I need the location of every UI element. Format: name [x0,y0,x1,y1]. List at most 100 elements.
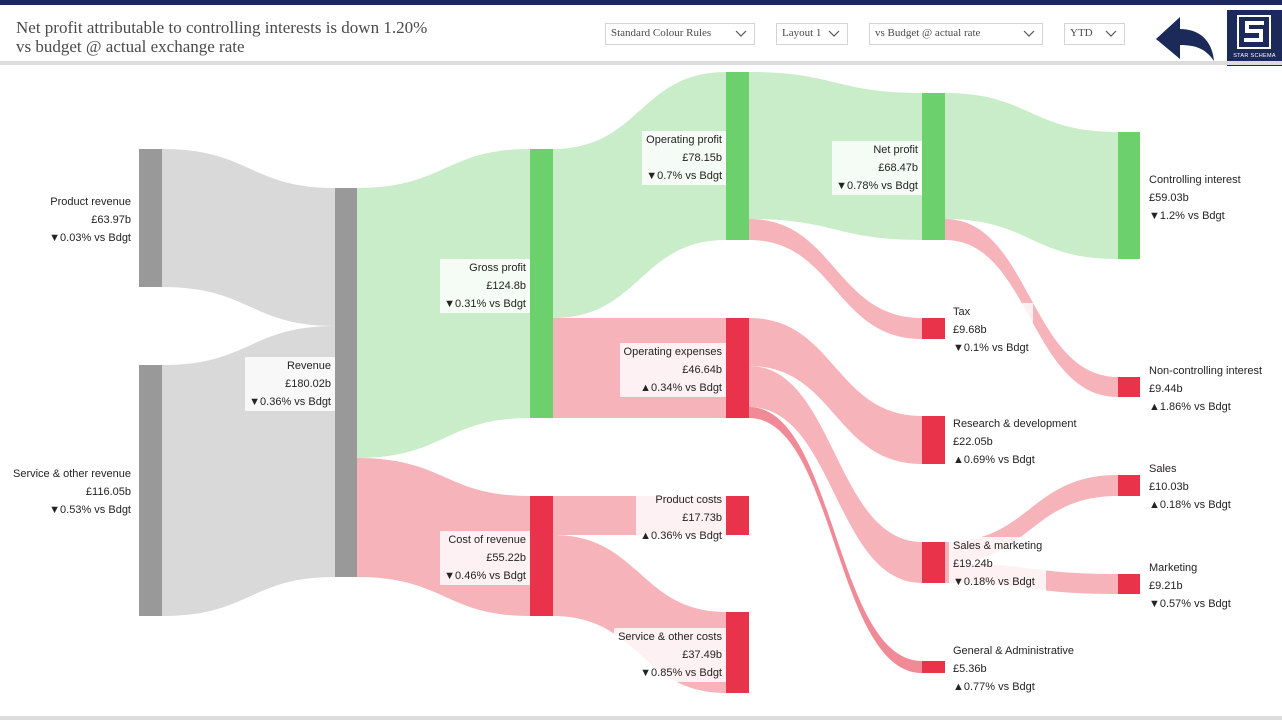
node-cost-of-revenue[interactable] [530,496,553,616]
label-value: £19.24b [953,558,993,570]
top-accent-bar [0,0,1282,5]
colour-rules-dropdown[interactable]: Standard Colour Rules [605,23,755,45]
node-product-revenue[interactable] [139,149,162,287]
comparison-dropdown[interactable]: vs Budget @ actual rate [869,23,1043,45]
node-sales[interactable] [1118,475,1140,496]
label-name: Sales & marketing [953,540,1043,552]
chevron-down-icon [735,30,747,37]
label-value: £59.03b [1149,192,1189,204]
label-value: £78.15b [682,152,722,164]
label-value: £116.05b [85,486,131,498]
node-controlling[interactable] [1118,132,1140,259]
period-dropdown-label: YTD [1070,27,1093,39]
label-sales-marketing: Sales & marketing £19.24b ▼0.18% vs Bdgt [949,537,1047,591]
report-header: Net profit attributable to controlling i… [0,5,1282,66]
label-delta: ▼0.7% vs Bdgt [646,170,722,182]
label-delta: ▲0.18% vs Bdgt [1149,499,1231,511]
label-name: Tax [953,306,971,318]
label-value: £68.47b [878,162,918,174]
label-value: £46.64b [682,364,722,376]
label-controlling: Controlling interest £59.03b ▼1.2% vs Bd… [1149,171,1241,225]
back-arrow-icon[interactable] [1154,15,1216,63]
node-sales-marketing[interactable] [922,542,945,583]
label-name: Product costs [655,494,722,506]
label-delta: ▲0.77% vs Bdgt [953,681,1035,693]
label-name: General & Administrative [953,645,1075,657]
label-service-revenue: Service & other revenue £116.05b ▼0.53% … [13,465,131,519]
node-product-costs[interactable] [726,496,749,535]
label-delta: ▼1.2% vs Bdgt [1149,210,1225,222]
label-sales: Sales £10.03b ▲0.18% vs Bdgt [1149,460,1231,514]
node-operating-expenses[interactable] [726,318,749,418]
label-value: £9.21b [1149,580,1183,592]
label-name: Revenue [286,360,331,372]
label-delta: ▼0.53% vs Bdgt [49,504,131,516]
label-noncontrolling: Non-controlling interest £9.44b ▲1.86% v… [1149,362,1262,416]
label-delta: ▼0.1% vs Bdgt [953,342,1029,354]
label-name: Non-controlling interest [1149,365,1263,377]
label-marketing: Marketing £9.21b ▼0.57% vs Bdgt [1149,559,1231,613]
label-delta: ▼0.85% vs Bdgt [640,667,722,679]
label-name: Sales [1149,463,1177,475]
flow-net-profit-to-controlling [945,93,1118,259]
label-value: £63.97b [91,214,131,226]
node-revenue[interactable] [335,188,357,577]
label-delta: ▲0.34% vs Bdgt [640,382,722,394]
node-noncontrolling[interactable] [1118,377,1140,397]
label-name: Cost of revenue [448,534,526,546]
label-value: £37.49b [682,649,722,661]
node-operating-profit[interactable] [726,72,749,240]
label-name: Service & other costs [618,631,722,643]
chevron-down-icon [1023,30,1035,37]
node-service-revenue[interactable] [139,365,162,616]
page-title: Net profit attributable to controlling i… [16,18,428,56]
star-schema-logo[interactable]: STAR SCHEMA [1227,10,1282,66]
node-marketing[interactable] [1118,574,1140,594]
label-name: Product revenue [50,196,131,208]
label-name: Research & development [953,418,1077,430]
label-delta: ▼0.03% vs Bdgt [49,232,131,244]
label-operating-expenses: Operating expenses £46.64b ▲0.34% vs Bdg… [619,343,726,397]
flow-opex-to-sales-marketing [749,366,922,583]
label-delta: ▼0.78% vs Bdgt [836,180,918,192]
label-name: Operating profit [646,134,722,146]
chevron-down-icon [828,30,840,37]
label-delta: ▲0.36% vs Bdgt [640,530,722,542]
label-name: Operating expenses [623,346,722,358]
label-name: Marketing [1149,562,1198,574]
label-delta: ▲1.86% vs Bdgt [1149,401,1231,413]
comparison-dropdown-label: vs Budget @ actual rate [875,27,981,39]
chevron-down-icon [1105,30,1117,37]
flow-opex-to-gna [749,407,922,673]
label-delta: ▼0.57% vs Bdgt [1149,598,1231,610]
label-product-costs: Product costs £17.73b ▲0.36% vs Bdgt [636,491,726,545]
node-rnd[interactable] [922,416,945,464]
label-delta: ▼0.36% vs Bdgt [249,396,331,408]
label-name: Gross profit [469,262,526,274]
period-dropdown[interactable]: YTD [1064,23,1125,45]
colour-rules-dropdown-label: Standard Colour Rules [611,27,712,39]
node-net-profit[interactable] [922,93,945,240]
header-divider [0,61,1282,65]
logo-mark-icon [1237,15,1271,49]
label-value: £17.73b [682,512,722,524]
label-value: £5.36b [953,663,987,675]
label-rnd: Research & development £22.05b ▲0.69% vs… [949,415,1081,469]
label-delta: ▲0.69% vs Bdgt [953,454,1035,466]
flow-gross-profit-to-operating-profit [553,72,726,318]
node-gna[interactable] [922,661,945,673]
label-operating-profit: Operating profit £78.15b ▼0.7% vs Bdgt [642,131,726,185]
flow-operating-profit-to-tax [749,219,922,339]
label-product-revenue: Product revenue £63.97b ▼0.03% vs Bdgt [49,193,131,247]
label-net-profit: Net profit £68.47b ▼0.78% vs Bdgt [832,141,922,195]
layout-dropdown[interactable]: Layout 1 [776,23,848,45]
node-service-costs[interactable] [726,612,749,693]
label-value: £9.68b [953,324,987,336]
node-gross-profit[interactable] [530,149,553,418]
label-name: Service & other revenue [12,468,131,480]
node-tax[interactable] [922,318,945,339]
label-value: £22.05b [953,436,993,448]
label-value: £55.22b [486,552,526,564]
label-service-costs: Service & other costs £37.49b ▼0.85% vs … [614,628,726,682]
label-value: £124.8b [486,280,526,292]
